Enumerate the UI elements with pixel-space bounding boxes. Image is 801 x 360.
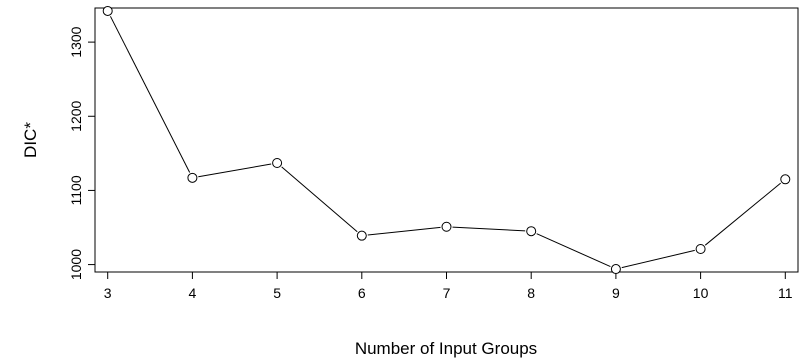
- data-point: [695, 244, 706, 255]
- series-segment: [109, 16, 191, 173]
- data-point: [610, 264, 621, 275]
- data-point: [187, 172, 198, 183]
- series-segment: [621, 249, 695, 269]
- y-tick-label: 1200: [68, 100, 84, 131]
- y-tick-label: 1100: [68, 175, 84, 205]
- x-tick-label: 9: [612, 285, 620, 301]
- data-point: [102, 5, 113, 16]
- series-segment: [281, 166, 358, 233]
- data-point: [356, 230, 367, 241]
- x-axis: 3 4 5 6 7 8 9 10 11: [104, 272, 793, 301]
- plot-frame: [94, 7, 799, 273]
- x-tick-label: 10: [693, 285, 709, 301]
- series-segment: [367, 226, 441, 236]
- data-point: [272, 157, 283, 168]
- x-tick-label: 8: [527, 285, 535, 301]
- data-point: [441, 221, 452, 232]
- y-axis-title: DIC*: [21, 122, 40, 158]
- x-axis-title: Number of Input Groups: [355, 339, 537, 358]
- x-tick-label: 7: [443, 285, 451, 301]
- x-tick-label: 11: [778, 285, 793, 301]
- series-segment: [536, 233, 611, 268]
- series-segment: [452, 226, 526, 232]
- y-tick-label: 1300: [68, 26, 84, 57]
- x-tick-label: 6: [358, 285, 366, 301]
- data-point: [780, 174, 791, 185]
- x-tick-label: 4: [189, 285, 197, 301]
- y-tick-label: 1000: [68, 249, 84, 280]
- y-axis: 1000 1100 1200 1300: [68, 26, 95, 280]
- series-segment: [198, 163, 272, 178]
- series-segment: [704, 182, 781, 246]
- series-layer: [102, 5, 791, 275]
- x-tick-label: 3: [104, 285, 112, 301]
- data-point: [526, 226, 537, 237]
- x-tick-label: 5: [273, 285, 281, 301]
